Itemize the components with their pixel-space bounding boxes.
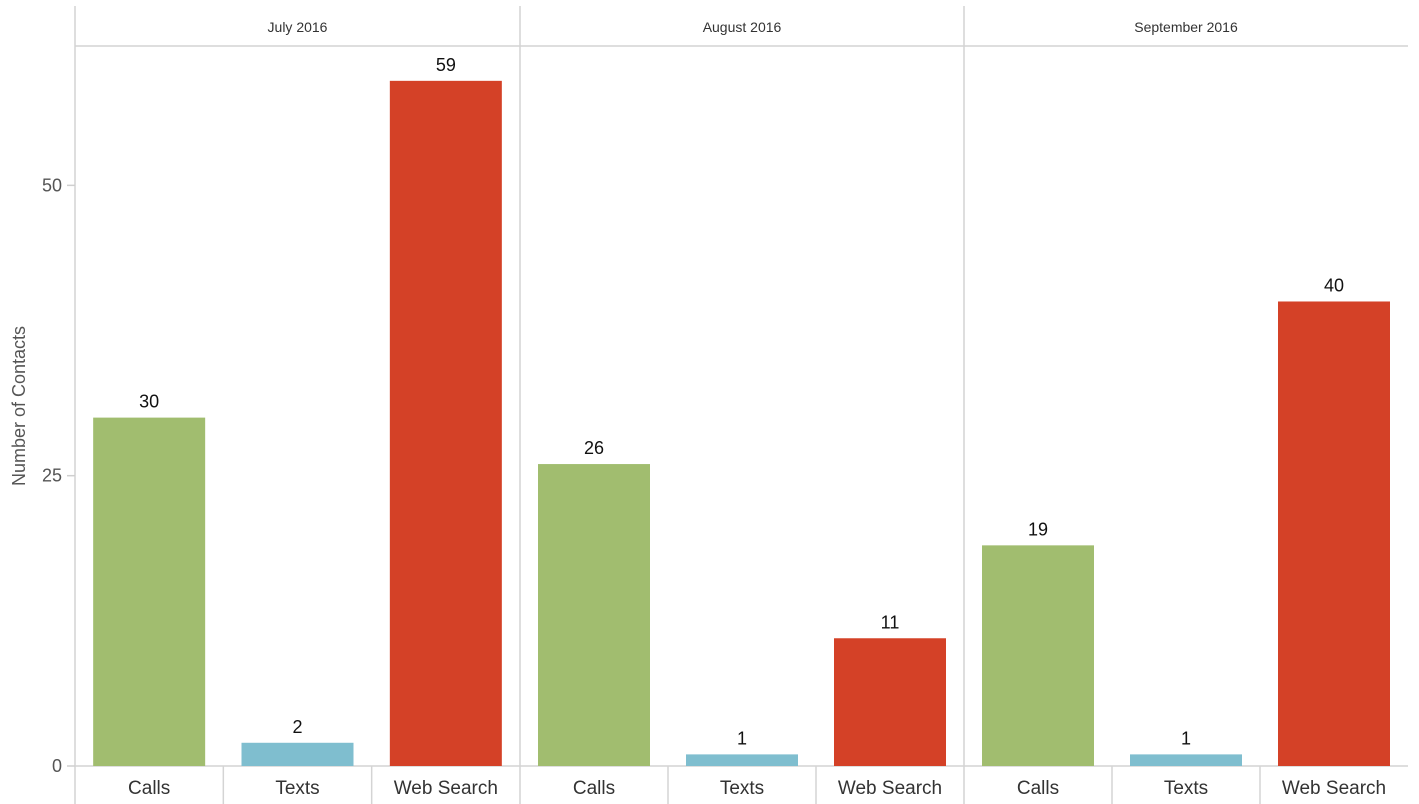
- value-label: 30: [139, 392, 159, 412]
- value-label: 19: [1028, 519, 1048, 539]
- category-label: Calls: [573, 778, 615, 799]
- panel: July 2016 30 Calls 2 Texts 59 Web Search: [93, 19, 502, 804]
- panel-header: August 2016: [703, 19, 782, 35]
- panel: August 2016 26 Calls 1 Texts 11 Web Search: [538, 19, 946, 804]
- y-axis-title: Number of Contacts: [9, 326, 29, 486]
- bar: [93, 417, 206, 766]
- bar: [241, 742, 354, 766]
- value-label: 1: [737, 728, 747, 748]
- value-label: 2: [292, 717, 302, 737]
- panel-header: September 2016: [1134, 19, 1238, 35]
- panel: September 2016 19 Calls 1 Texts 40 Web Search: [982, 19, 1390, 804]
- value-label: 40: [1324, 275, 1344, 295]
- category-label: Web Search: [394, 778, 498, 799]
- panel-header: July 2016: [268, 19, 328, 35]
- y-tick-label: 0: [52, 756, 62, 776]
- value-label: 11: [881, 612, 900, 632]
- category-label: Web Search: [838, 778, 942, 799]
- bar: [982, 545, 1094, 766]
- bar: [1130, 754, 1242, 766]
- category-label: Texts: [275, 778, 319, 799]
- y-tick-label: 25: [42, 466, 62, 486]
- value-label: 26: [584, 438, 604, 458]
- y-tick-label: 50: [42, 175, 62, 195]
- category-label: Texts: [720, 778, 764, 799]
- bar: [389, 80, 502, 767]
- category-label: Calls: [128, 778, 170, 799]
- bar: [686, 754, 798, 766]
- bar: [1278, 301, 1390, 766]
- bar: [538, 464, 650, 766]
- value-label: 59: [436, 55, 456, 75]
- category-label: Web Search: [1282, 778, 1386, 799]
- bar: [834, 638, 946, 766]
- value-label: 1: [1181, 728, 1191, 748]
- category-label: Texts: [1164, 778, 1208, 799]
- y-axis: Number of Contacts 0 25 50: [9, 175, 75, 776]
- chart-frame: [74, 6, 1408, 804]
- category-label: Calls: [1017, 778, 1059, 799]
